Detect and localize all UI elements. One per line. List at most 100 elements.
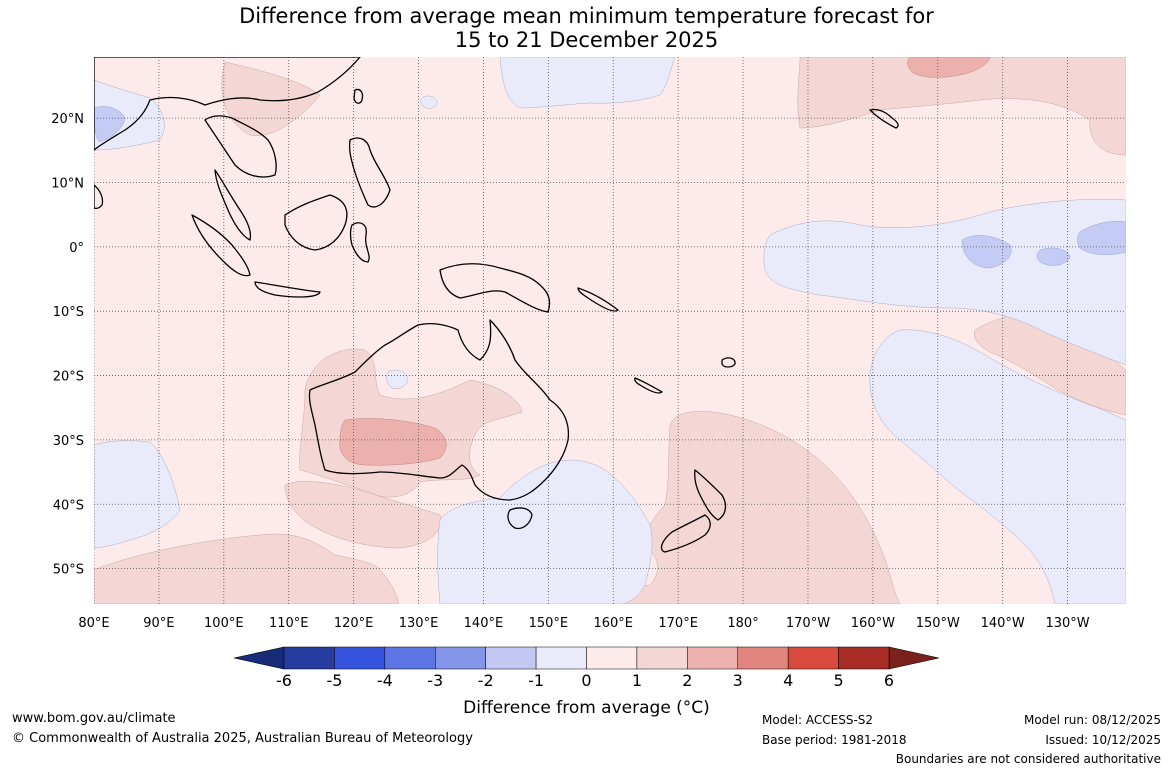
- coast-fiji: [721, 357, 736, 368]
- cool-region-bay-core: [94, 106, 126, 143]
- map-title-line1: Difference from average mean minimum tem…: [239, 4, 934, 28]
- cool-region-equatorial-core-mid: [1036, 247, 1071, 266]
- colorbar-segment: [636, 646, 688, 670]
- cool-region-equatorial-pacific: [763, 199, 1126, 366]
- colorbar-tick-label: 3: [733, 671, 743, 690]
- longitude-label: 140°E: [464, 616, 504, 631]
- longitude-label: 80°E: [78, 616, 109, 631]
- graticule: [94, 57, 1126, 604]
- colorbar-tick-label: -5: [326, 671, 342, 690]
- latitude-label: 40°S: [53, 498, 84, 513]
- coast-philippines: [348, 137, 391, 208]
- coast-solomon-islands: [577, 287, 619, 312]
- coast-australia: [308, 319, 570, 501]
- longitude-labels: 80°E 90°E 100°E 110°E 120°E 130°E 140°E 150°E 16…: [78, 616, 1089, 631]
- longitude-label: 180°: [727, 616, 758, 631]
- cool-region-equatorial-core-east: [1077, 221, 1126, 255]
- base-period: Base period: 1981-2018: [762, 733, 907, 747]
- latitude-labels: 20°N 10°N 0° 10°S 20°S 30°S 40°S 50°S: [51, 112, 84, 577]
- colorbar-tick-label: -2: [478, 671, 494, 690]
- colorbar-tick-label: -6: [276, 671, 292, 690]
- longitude-label: 160°W: [851, 616, 895, 631]
- colorbar-high-extension: [888, 646, 940, 670]
- longitude-label: 100°E: [204, 616, 244, 631]
- latitude-label: 50°S: [53, 563, 84, 578]
- cool-region-equatorial-core-west: [961, 235, 1012, 269]
- coast-java: [254, 281, 321, 298]
- colorbar-tick-label: -1: [528, 671, 544, 690]
- coast-hawaii: [869, 108, 899, 129]
- latitude-label: 0°: [69, 241, 84, 256]
- longitude-label: 150°W: [916, 616, 960, 631]
- colorbar-segment: [838, 646, 890, 670]
- longitude-label: 130°E: [399, 616, 439, 631]
- longitude-label: 130°W: [1045, 616, 1089, 631]
- colorbar-tick-label: 0: [581, 671, 591, 690]
- warm-region-southern-australia: [339, 418, 447, 466]
- colorbar-label: Difference from average (°C): [463, 698, 710, 718]
- colorbar-segment: [435, 646, 486, 670]
- cool-region-south-indian: [94, 440, 181, 549]
- warm-region-southwest-band: [284, 481, 442, 549]
- coastlines: [94, 57, 899, 553]
- source-url[interactable]: www.bom.gov.au/climate: [12, 711, 176, 726]
- map-plot-area: [94, 57, 1126, 604]
- colorbar: -6 -5 -4 -3 -2 -1 0 1 2 3 4 5 6: [233, 646, 940, 690]
- coast-tasmania: [507, 507, 533, 530]
- colorbar-tick-label: 2: [682, 671, 692, 690]
- longitude-label: 150°E: [529, 616, 569, 631]
- cool-anomaly-0-to-minus-1-regions: [94, 57, 1126, 604]
- cool-anomaly-minus-1-to-minus-2-regions: [94, 106, 1126, 269]
- longitude-label: 110°E: [269, 616, 309, 631]
- longitude-label: 170°W: [786, 616, 830, 631]
- coast-sri-lanka: [94, 184, 104, 210]
- coast-malay-peninsula: [214, 169, 252, 241]
- coast-sulawesi: [349, 222, 370, 263]
- colorbar-segment: [384, 646, 436, 670]
- colorbar-tick-label: -3: [427, 671, 443, 690]
- model-name: Model: ACCESS-S2: [762, 713, 874, 727]
- longitude-label: 170°E: [658, 616, 698, 631]
- colorbar-tick-label: 5: [833, 671, 843, 690]
- colorbar-segment: [737, 646, 789, 670]
- colorbar-tick-label: -4: [377, 671, 393, 690]
- cool-region-philippine-spot: [420, 95, 438, 109]
- longitude-label: 90°E: [143, 616, 174, 631]
- longitude-label: 160°E: [593, 616, 633, 631]
- coast-sumatra: [191, 214, 251, 277]
- colorbar-segment: [283, 646, 335, 670]
- colorbar-low-extension: [233, 646, 285, 670]
- issued-date: Issued: 10/12/2025: [1045, 733, 1161, 747]
- cool-region-west-pacific-north: [499, 57, 676, 109]
- cool-region-western-australia: [386, 369, 409, 389]
- latitude-label: 20°S: [53, 370, 84, 385]
- warm-region-south-indian: [94, 533, 399, 604]
- colorbar-tick-label: 6: [884, 671, 894, 690]
- latitude-label: 10°N: [51, 176, 84, 191]
- colorbar-segment: [535, 646, 587, 670]
- colorbar-segment: [687, 646, 738, 670]
- coast-indochina-china: [94, 57, 361, 178]
- colorbar-segment: [586, 646, 638, 670]
- warm-region-north-pacific-core: [907, 57, 991, 78]
- colorbar-segment: [485, 646, 537, 670]
- coast-new-zealand-south: [660, 514, 711, 553]
- longitude-label: 140°W: [981, 616, 1025, 631]
- map-title-line2: 15 to 21 December 2025: [454, 28, 719, 52]
- coast-new-zealand-north: [694, 469, 727, 521]
- warm-region-north-pacific: [797, 57, 1126, 156]
- warm-anomaly-2-to-3-regions: [339, 57, 991, 466]
- latitude-label: 10°S: [53, 305, 84, 320]
- boundary-disclaimer: Boundaries are not considered authoritat…: [895, 752, 1161, 766]
- colorbar-segment: [334, 646, 386, 670]
- longitude-label: 120°E: [334, 616, 374, 631]
- model-run-date: Model run: 08/12/2025: [1023, 713, 1161, 727]
- cool-region-central-south-pacific: [869, 329, 1126, 604]
- map-title: Difference from average mean minimum tem…: [0, 4, 1173, 52]
- copyright-text: © Commonwealth of Australia 2025, Austra…: [12, 731, 473, 746]
- coast-borneo: [284, 194, 348, 251]
- colorbar-tick-label: 1: [632, 671, 642, 690]
- coast-taiwan: [353, 88, 364, 104]
- coast-new-guinea: [439, 263, 551, 313]
